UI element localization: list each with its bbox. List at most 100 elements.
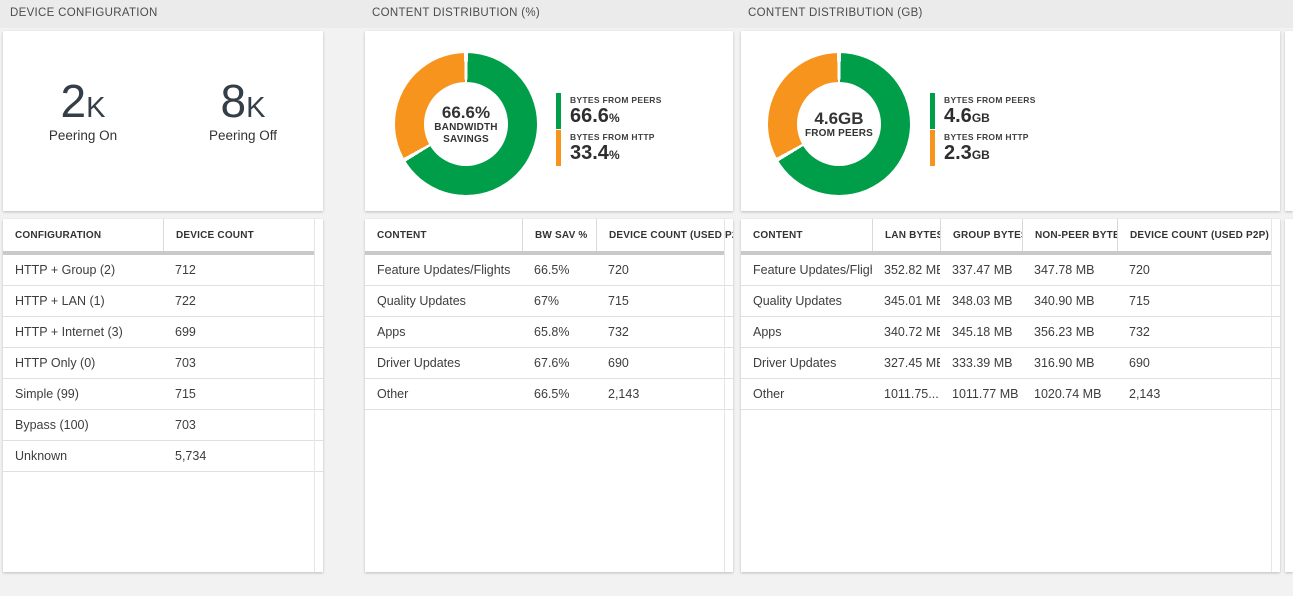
horizontal-scrollbar[interactable] (3, 251, 315, 255)
legend-color-bar (930, 130, 935, 166)
table-row[interactable]: Driver Updates 327.45 MB 333.39 MB 316.90 M… (741, 348, 1280, 379)
table-cell: 1011.75... (884, 387, 939, 401)
legend-value: 33.4% (570, 142, 655, 166)
panel-content-distribution-gb: CONTENT DISTRIBUTION (GB) 4.6GB FROM PEE… (741, 0, 1280, 596)
donut-center-label: 66.6% BANDWIDTH SAVINGS (424, 82, 508, 166)
column-header[interactable]: LAN BYTES (872, 219, 940, 251)
legend-item-bytes-from-peers[interactable]: BYTES FROM PEERS 4.6GB (930, 93, 1036, 129)
legend-text: BYTES FROM HTTP 2.3GB (944, 130, 1029, 166)
peering-on-label: Peering On (48, 127, 118, 143)
column-header[interactable]: CONTENT (377, 229, 427, 241)
column-header[interactable]: CONTENT (753, 229, 803, 241)
table-cell: 340.72 MB (884, 325, 940, 339)
legend-label: BYTES FROM HTTP (944, 132, 1029, 142)
table-row[interactable]: Driver Updates 67.6% 690 (365, 348, 733, 379)
table-cell: Driver Updates (377, 356, 461, 370)
table-cell: 1011.77 MB (952, 387, 1019, 401)
table-cell: 732 (1129, 325, 1150, 339)
table-row[interactable]: Apps 65.8% 732 (365, 317, 733, 348)
content-distribution-gb-tile[interactable]: 4.6GB FROM PEERS BYTES FROM PEERS 4.6GB (741, 31, 1280, 211)
legend-item-bytes-from-http[interactable]: BYTES FROM HTTP 2.3GB (930, 130, 1036, 166)
peering-off-number: 8 (220, 74, 247, 127)
legend-text: BYTES FROM PEERS 66.6% (570, 93, 662, 129)
partial-tile-edge (1285, 219, 1293, 572)
device-configuration-tile[interactable]: 2K Peering On 8K Peering Off (3, 31, 323, 211)
table-cell: 699 (175, 325, 196, 339)
table-cell: 722 (175, 294, 196, 308)
table-row[interactable]: Quality Updates 67% 715 (365, 286, 733, 317)
table-cell: Apps (753, 325, 782, 339)
legend-value-unit: % (608, 111, 620, 125)
column-header[interactable]: DEVICE COUNT (USED P2P) (596, 219, 733, 251)
table-cell: 327.45 MB (884, 356, 940, 370)
table-row[interactable]: Feature Updates/Flights 352.82 MB 337.47 M… (741, 255, 1280, 286)
table-row[interactable]: Quality Updates 345.01 MB 348.03 MB 340.90 … (741, 286, 1280, 317)
content-distribution-pct-tile[interactable]: 66.6% BANDWIDTH SAVINGS BYTES FROM PEERS… (365, 31, 733, 211)
donut-chart-bandwidth-savings[interactable]: 66.6% BANDWIDTH SAVINGS (395, 53, 537, 195)
legend-value: 2.3GB (944, 142, 1029, 166)
donut-center-line1: FROM PEERS (804, 127, 874, 139)
legend-value: 4.6GB (944, 105, 1036, 129)
legend-value-number: 2.3 (944, 142, 972, 164)
table-row[interactable]: Apps 340.72 MB 345.18 MB 356.23 MB 732 (741, 317, 1280, 348)
table-cell: Feature Updates/Flights (377, 263, 511, 277)
legend-label: BYTES FROM HTTP (570, 132, 655, 142)
table-header-row: CONTENT BW SAV %DEVICE COUNT (USED P2P) (365, 219, 733, 251)
legend-text: BYTES FROM HTTP 33.4% (570, 130, 655, 166)
legend-item-bytes-from-http[interactable]: BYTES FROM HTTP 33.4% (556, 130, 662, 166)
table-cell: Driver Updates (753, 356, 837, 370)
table-cell: HTTP + Group (2) (15, 263, 116, 277)
donut-center-line2: SAVINGS (443, 133, 489, 145)
table-cell: 715 (175, 387, 196, 401)
legend-label: BYTES FROM PEERS (944, 95, 1036, 105)
table-row[interactable]: Other 1011.75... 1011.77 MB 1020.74 MB 2,143 (741, 379, 1280, 410)
table-cell: 715 (608, 294, 629, 308)
partial-tile-edge (1285, 31, 1293, 211)
column-header[interactable]: NON-PEER BYTES (1022, 219, 1117, 251)
table-row[interactable]: HTTP + Group (2) 712 (3, 255, 323, 286)
table-cell: 348.03 MB (952, 294, 1013, 308)
table-row[interactable]: Simple (99) 715 (3, 379, 323, 410)
legend-text: BYTES FROM PEERS 4.6GB (944, 93, 1036, 129)
table-cell: 345.18 MB (952, 325, 1013, 339)
panel-title-content-distribution-pct: CONTENT DISTRIBUTION (%) (372, 7, 540, 19)
column-header[interactable]: GROUP BYTES (940, 219, 1022, 251)
column-header[interactable]: DEVICE COUNT (163, 219, 323, 251)
table-row[interactable]: Feature Updates/Flights 66.5% 720 (365, 255, 733, 286)
horizontal-scrollbar[interactable] (741, 251, 1272, 255)
peering-off-label: Peering Off (208, 127, 278, 143)
table-cell: HTTP + LAN (1) (15, 294, 105, 308)
table-cell: Quality Updates (753, 294, 842, 308)
donut-chart-gb-from-peers[interactable]: 4.6GB FROM PEERS (768, 53, 910, 195)
table-cell: 65.8% (534, 325, 570, 339)
column-header[interactable]: DEVICE COUNT (USED P2P) (1117, 219, 1280, 251)
table-row[interactable]: HTTP + LAN (1) 722 (3, 286, 323, 317)
chart-legend: BYTES FROM PEERS 66.6% BYTES FROM HTTP 3… (556, 93, 662, 167)
table-cell: 1020.74 MB (1034, 387, 1102, 401)
table-row[interactable]: Other 66.5% 2,143 (365, 379, 733, 410)
column-header[interactable]: BW SAV % (522, 219, 596, 251)
table-cell: 720 (1129, 263, 1150, 277)
table-row[interactable]: HTTP Only (0) 703 (3, 348, 323, 379)
table-header-row: CONFIGURATION DEVICE COUNT (3, 219, 323, 251)
table-row[interactable]: Bypass (100) 703 (3, 410, 323, 441)
table-cell: 703 (175, 418, 196, 432)
peering-off-count: 8K (163, 78, 323, 124)
table-row[interactable]: Unknown 5,734 (3, 441, 323, 472)
table-cell: Bypass (100) (15, 418, 89, 432)
stat-peering-off: 8K Peering Off (163, 78, 323, 143)
table-cell: 356.23 MB (1034, 325, 1095, 339)
column-header[interactable]: CONFIGURATION (15, 229, 102, 241)
legend-item-bytes-from-peers[interactable]: BYTES FROM PEERS 66.6% (556, 93, 662, 129)
legend-value-number: 4.6 (944, 105, 972, 127)
horizontal-scrollbar[interactable] (365, 251, 725, 255)
peering-off-unit: K (246, 91, 266, 124)
title-band (0, 0, 1293, 28)
table-cell: 333.39 MB (952, 356, 1013, 370)
table-cell: 715 (1129, 294, 1150, 308)
table-row[interactable]: HTTP + Internet (3) 699 (3, 317, 323, 348)
legend-value-unit: % (608, 148, 620, 162)
table-cell: Other (377, 387, 409, 401)
